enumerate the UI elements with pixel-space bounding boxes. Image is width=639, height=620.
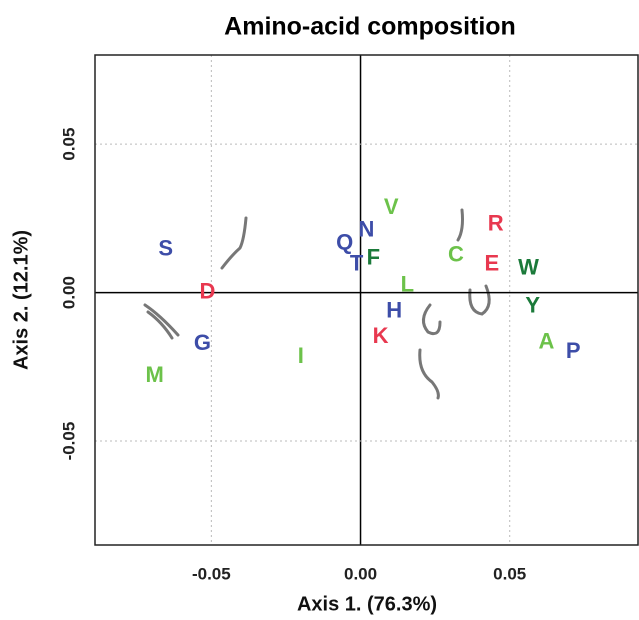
shell-icon xyxy=(422,303,442,336)
y-axis-title: Axis 2. (12.1%) xyxy=(10,230,32,370)
x-tick-label: -0.05 xyxy=(192,564,231,583)
chart-title: Amino-acid composition xyxy=(224,13,516,41)
point-label: F xyxy=(367,245,380,270)
x-tick-label: 0.05 xyxy=(493,564,526,583)
point-label: K xyxy=(373,323,389,348)
point-label: L xyxy=(401,272,414,297)
x-axis-title: Axis 1. (76.3%) xyxy=(297,593,437,615)
point-label: D xyxy=(200,278,216,303)
shell-icon xyxy=(456,208,464,242)
plot-frame xyxy=(94,54,639,546)
x-tick-label: 0.00 xyxy=(344,564,377,583)
point-label: V xyxy=(384,194,399,219)
point-label: R xyxy=(488,211,504,236)
shell-icon xyxy=(468,284,491,316)
point-label: N xyxy=(359,217,375,242)
shell-icon xyxy=(143,303,180,340)
point-label: A xyxy=(538,328,554,353)
shell-icons xyxy=(143,208,491,400)
point-label: T xyxy=(350,250,364,275)
point-label: E xyxy=(484,250,499,275)
point-label: Y xyxy=(525,292,540,317)
point-label: I xyxy=(298,343,304,368)
shell-icon xyxy=(418,348,440,400)
point-label: G xyxy=(194,330,211,355)
point-label: S xyxy=(158,236,173,261)
point-label: H xyxy=(386,297,402,322)
point-label: W xyxy=(518,254,539,279)
y-tick-label: -0.05 xyxy=(59,422,78,461)
shell-icon xyxy=(220,216,248,270)
point-label: Q xyxy=(336,230,353,255)
y-tick-label: 0.00 xyxy=(59,276,78,309)
y-tick-label: 0.05 xyxy=(59,128,78,161)
point-label: P xyxy=(566,338,581,363)
point-label: C xyxy=(448,242,464,267)
point-label: M xyxy=(146,362,164,387)
